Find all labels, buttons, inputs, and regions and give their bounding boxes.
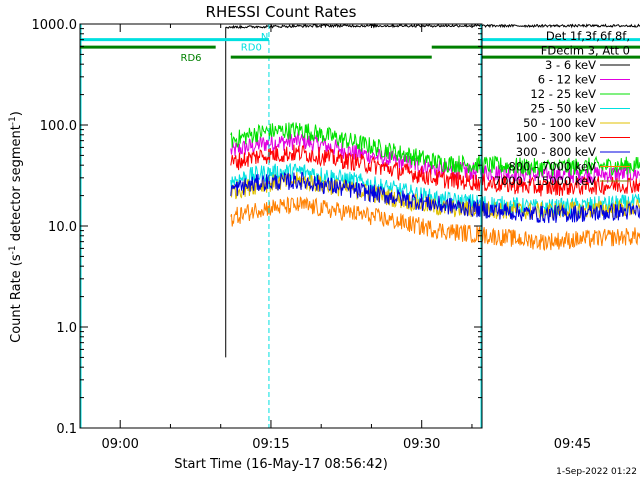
y-tick-label: 1.0: [56, 321, 77, 336]
legend-label: 300 - 800 keV: [516, 145, 596, 159]
legend-header: FDecim 3, Att 0: [541, 44, 630, 58]
x-tick-label: 09:30: [403, 437, 440, 452]
legend-label: 3 - 6 keV: [545, 58, 596, 72]
y-axis-label: Count Rate (s-1 detector segment-1): [8, 111, 24, 343]
y-tick-label: 1000.0: [32, 18, 78, 33]
bar-annotation: N: [261, 32, 268, 43]
chart-title: RHESSI Count Rates: [206, 3, 357, 21]
bar-annotation: RD0: [241, 42, 262, 53]
series-line: [230, 144, 640, 197]
legend-label: 100 - 300 keV: [516, 131, 596, 145]
series-line: [230, 163, 640, 217]
legend-label: 50 - 100 keV: [523, 116, 596, 130]
y-tick-label: 10.0: [48, 220, 77, 235]
series-line: [230, 171, 640, 224]
x-tick-label: 09:45: [554, 437, 591, 452]
series-line: [230, 196, 640, 251]
legend-label: 800 - 7000 keV: [508, 160, 596, 174]
series-layer: [225, 22, 640, 358]
legend: Det 1f,3f,6f,8f,FDecim 3, Att 03 - 6 keV…: [494, 29, 630, 188]
legend-label: 12 - 25 keV: [530, 87, 596, 101]
y-tick-label: 100.0: [40, 119, 77, 134]
legend-label: 25 - 50 keV: [530, 102, 596, 116]
legend-header: Det 1f,3f,6f,8f,: [546, 29, 630, 43]
y-tick-label: 0.1: [56, 422, 77, 437]
legend-label: 6 - 12 keV: [538, 73, 596, 87]
legend-label: 7000 - 15000 keV: [494, 174, 596, 188]
x-axis-label: Start Time (16-May-17 08:56:42): [174, 457, 388, 472]
x-tick-label: 09:00: [101, 437, 138, 452]
axis-layer: 09:0009:1509:3009:4510:0010:1510:300.11.…: [32, 18, 592, 452]
series-line: [230, 122, 640, 177]
footer-date: 1-Sep-2022 01:22: [556, 467, 637, 477]
series-line: [225, 22, 640, 30]
x-tick-label: 09:15: [252, 437, 289, 452]
bar-annotation: RD6: [181, 53, 202, 64]
